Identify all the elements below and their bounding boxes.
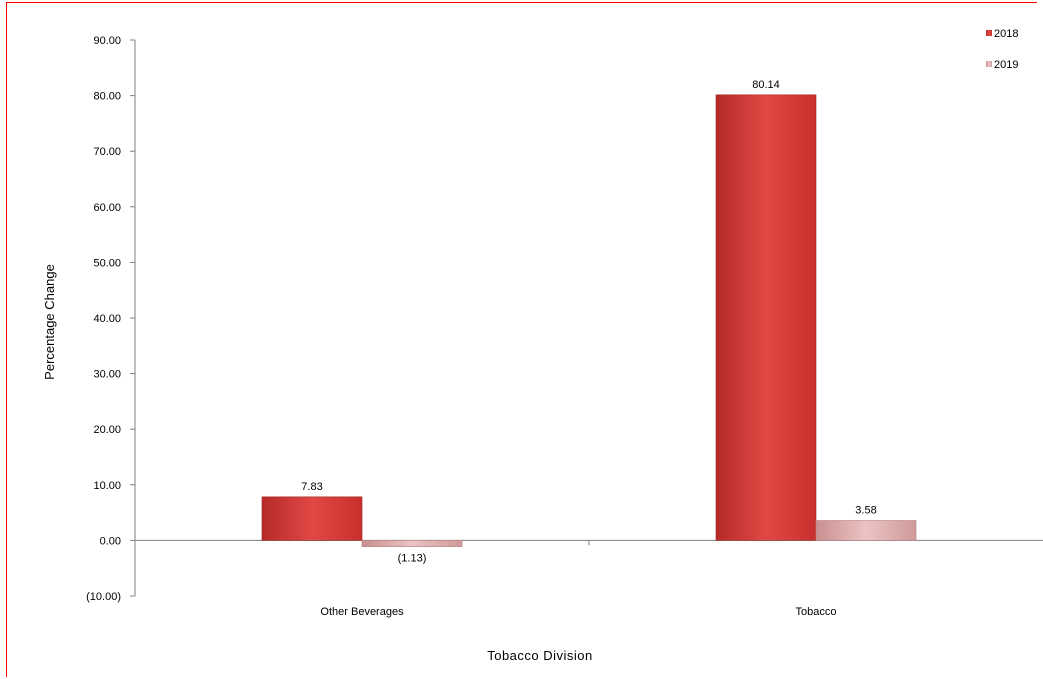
data-label: 3.58 xyxy=(855,504,876,516)
y-tick-label: 20.00 xyxy=(93,424,121,436)
y-tick-label: 70.00 xyxy=(93,146,121,158)
data-labels: 7.83 80.14 (1.13) 3.58 xyxy=(301,79,876,565)
y-axis-title: Percentage Change xyxy=(42,264,57,380)
y-tick-label: (10.00) xyxy=(86,591,121,603)
bar-2018-2 xyxy=(715,94,817,541)
x-tick-label: Tobacco xyxy=(796,606,837,618)
x-tick-label: Other Beverages xyxy=(320,606,404,618)
y-tick-label: 80.00 xyxy=(93,91,121,103)
data-label: 80.14 xyxy=(752,79,780,91)
y-tick-label: 50.00 xyxy=(93,257,121,269)
bar-2019-2 xyxy=(815,520,917,541)
x-axis-title: Tobacco Division xyxy=(487,648,593,663)
y-tick-label: 40.00 xyxy=(93,313,121,325)
legend: 2018 2019 xyxy=(986,28,1018,71)
legend-swatch-2019 xyxy=(986,61,992,67)
y-axis: (10.00) 0.00 10.00 20.00 30.00 40.00 50.00 60.0… xyxy=(86,35,136,603)
legend-label-2019: 2019 xyxy=(994,59,1018,71)
data-label: 7.83 xyxy=(301,481,322,493)
data-label: (1.13) xyxy=(398,553,427,565)
y-tick-label: 10.00 xyxy=(93,480,121,492)
legend-label-2018: 2018 xyxy=(994,28,1018,40)
bar-2018-1 xyxy=(261,496,363,541)
legend-swatch-2018 xyxy=(986,30,992,36)
chart-frame xyxy=(6,2,1037,677)
x-axis: Other Beverages Tobacco xyxy=(135,539,1043,618)
y-tick-label: 30.00 xyxy=(93,369,121,381)
y-tick-label: 0.00 xyxy=(100,535,121,547)
bars xyxy=(261,94,917,547)
y-tick-label: 60.00 xyxy=(93,202,121,214)
y-tick-label: 90.00 xyxy=(93,35,121,47)
bar-2019-1 xyxy=(361,540,463,547)
